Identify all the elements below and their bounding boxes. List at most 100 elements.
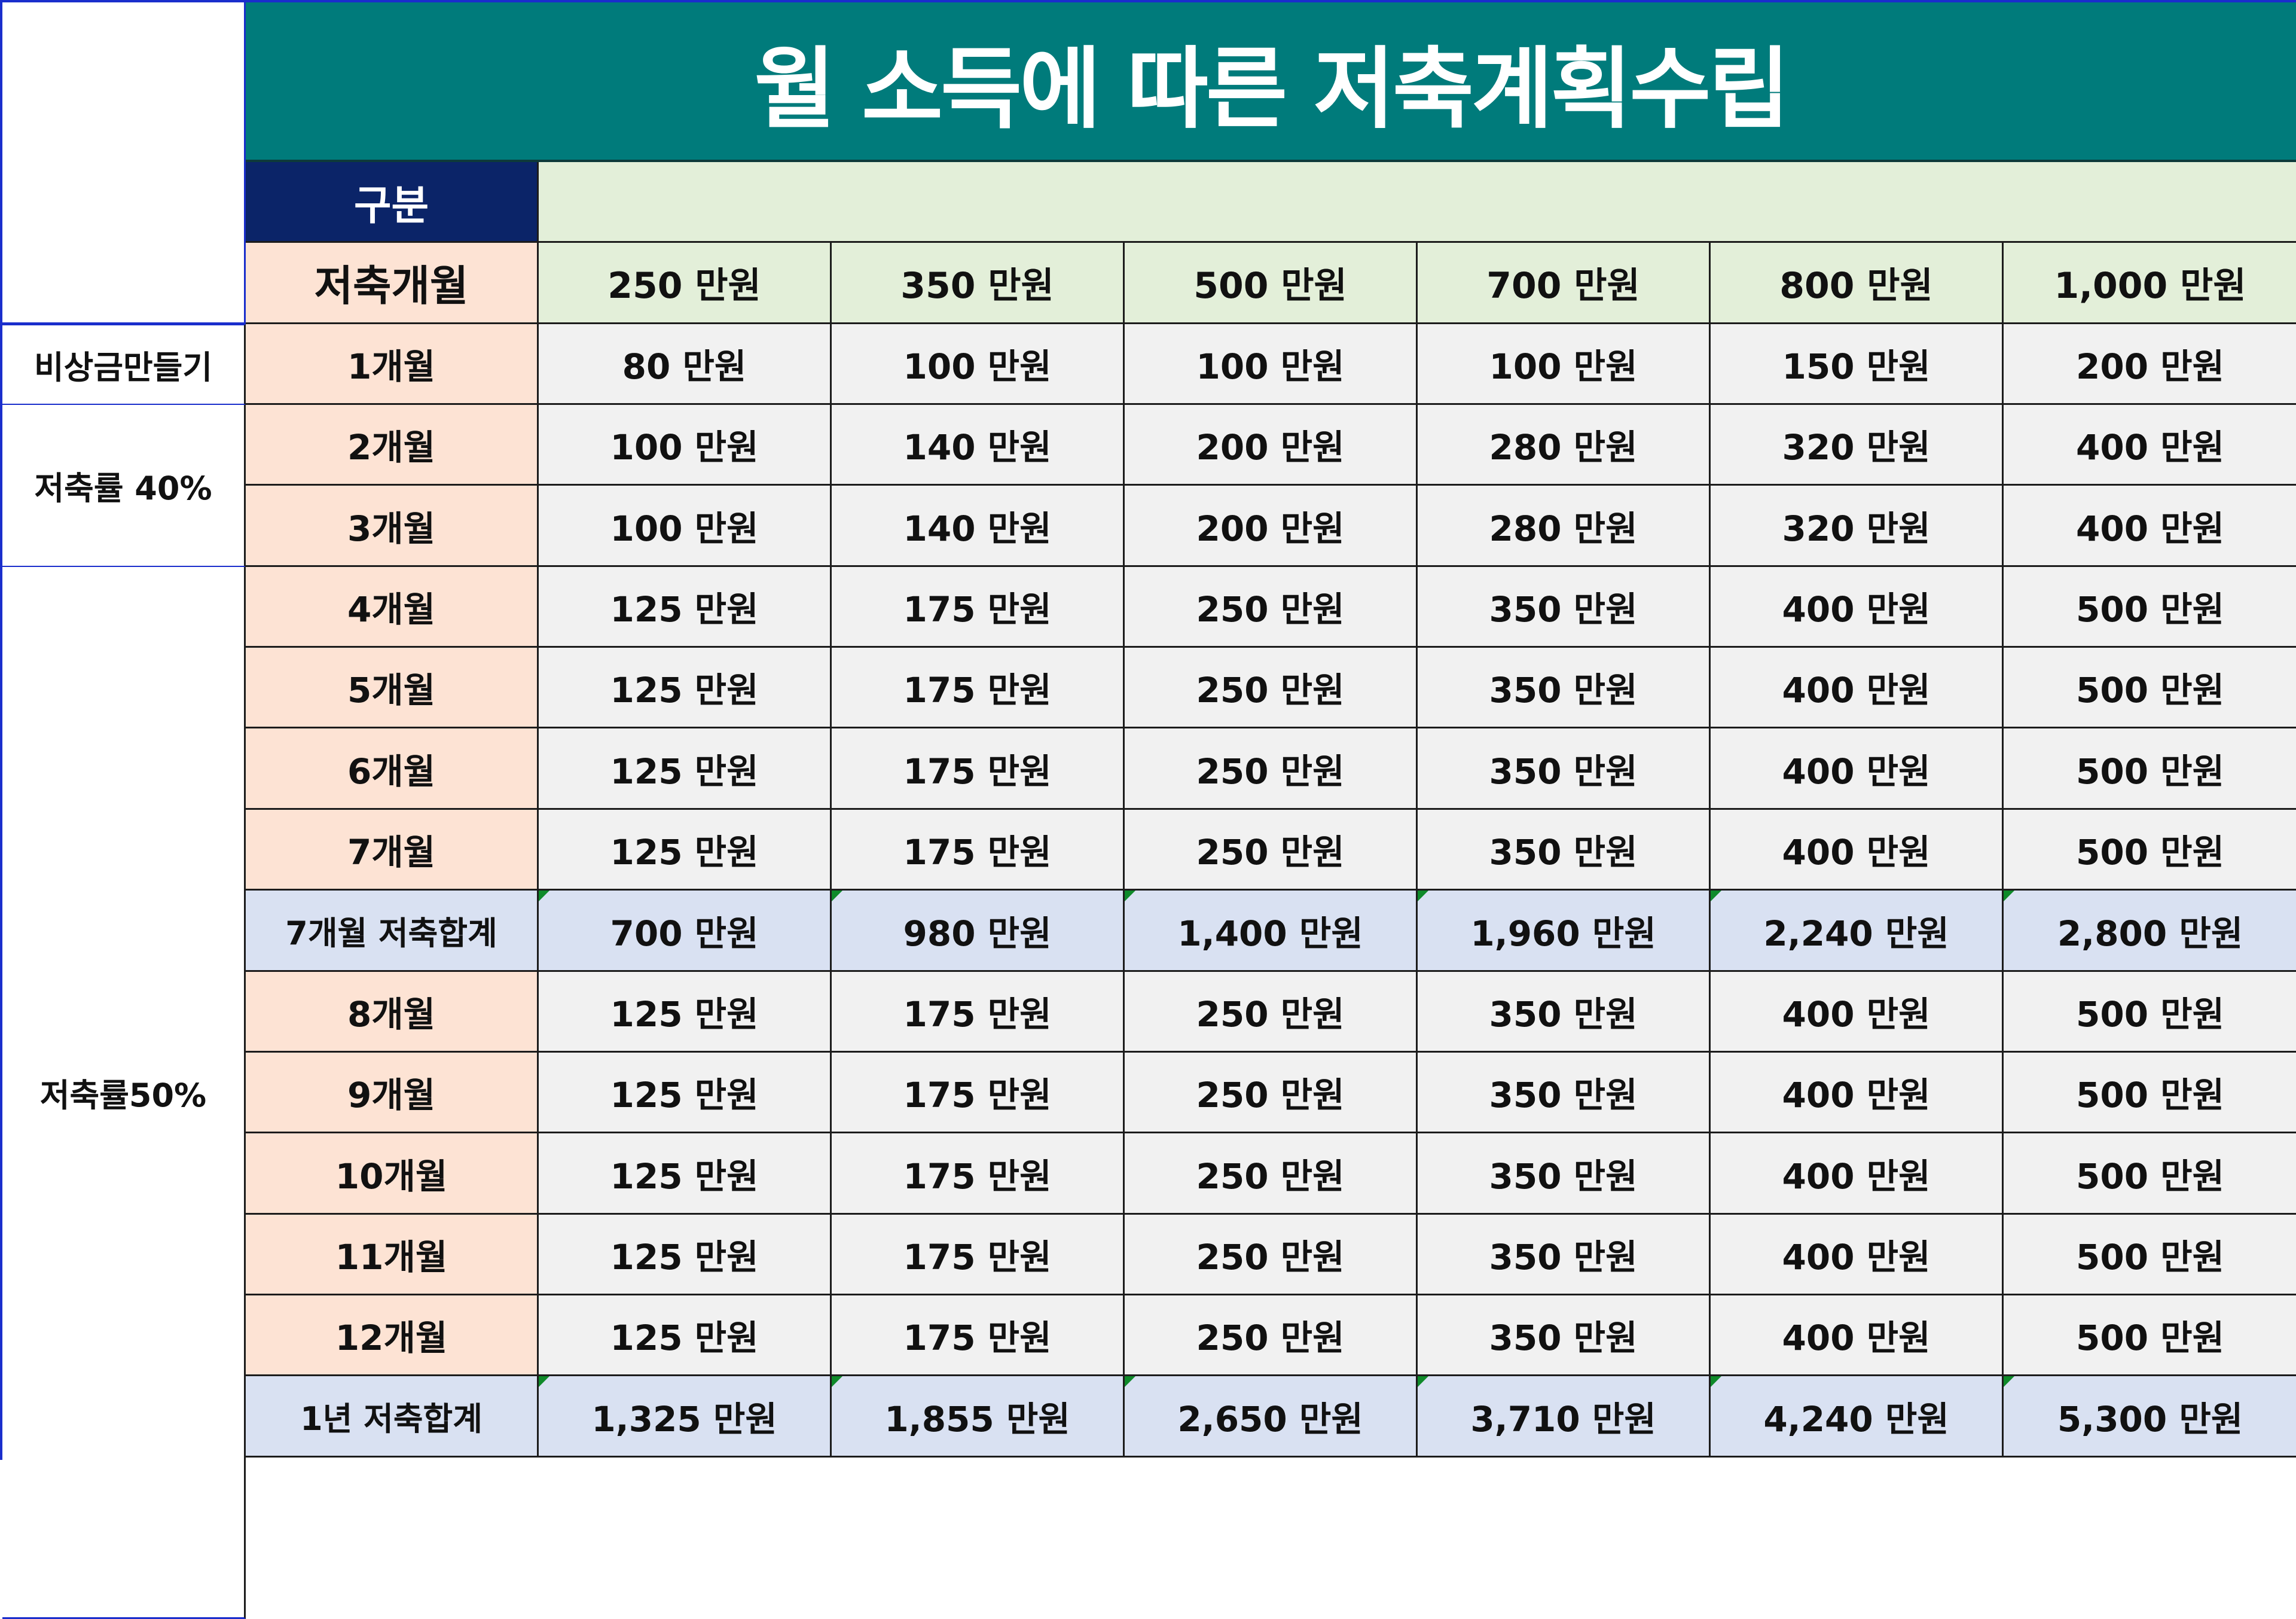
group-emergency-fund[interactable]: 비상금만들기	[2, 324, 246, 405]
value-cell[interactable]: 500 만원	[2004, 648, 2296, 728]
value-cell[interactable]: 125 만원	[539, 648, 832, 728]
value-cell[interactable]: 250 만원	[1125, 1133, 1418, 1215]
value-cell[interactable]: 125 만원	[539, 728, 832, 810]
value-cell[interactable]: 500 만원	[2004, 728, 2296, 810]
value-cell[interactable]: 500 만원	[2004, 567, 2296, 648]
month-label[interactable]: 6개월	[246, 728, 539, 810]
value-cell[interactable]: 125 만원	[539, 972, 832, 1053]
value-cell[interactable]: 200 만원	[1125, 486, 1418, 567]
month-label[interactable]: 4개월	[246, 567, 539, 648]
value-cell[interactable]: 175 만원	[832, 1133, 1125, 1215]
value-cell[interactable]: 350 만원	[1418, 1295, 1711, 1376]
sum-value-cell[interactable]: 5,300 만원	[2004, 1376, 2296, 1458]
value-cell[interactable]: 280 만원	[1418, 486, 1711, 567]
value-cell[interactable]: 175 만원	[832, 972, 1125, 1053]
value-cell[interactable]: 400 만원	[1711, 728, 2004, 810]
value-cell[interactable]: 175 만원	[832, 728, 1125, 810]
value-cell[interactable]: 100 만원	[832, 324, 1125, 405]
group-savings-rate-40[interactable]: 저축률 40%	[2, 405, 246, 567]
value-cell[interactable]: 250 만원	[1125, 1215, 1418, 1295]
value-cell[interactable]: 500 만원	[2004, 1053, 2296, 1133]
header-band[interactable]	[539, 162, 2296, 243]
value-cell[interactable]: 400 만원	[2004, 486, 2296, 567]
value-cell[interactable]: 400 만원	[1711, 1295, 2004, 1376]
month-label[interactable]: 10개월	[246, 1133, 539, 1215]
value-cell[interactable]: 250 만원	[1125, 1295, 1418, 1376]
value-cell[interactable]: 500 만원	[2004, 1295, 2296, 1376]
value-cell[interactable]: 250 만원	[1125, 648, 1418, 728]
value-cell[interactable]: 400 만원	[1711, 1133, 2004, 1215]
month-label[interactable]: 7개월	[246, 810, 539, 891]
sum-value-cell[interactable]: 3,710 만원	[1418, 1376, 1711, 1458]
value-cell[interactable]: 400 만원	[1711, 972, 2004, 1053]
value-cell[interactable]: 250 만원	[1125, 1053, 1418, 1133]
value-cell[interactable]: 350 만원	[1418, 1133, 1711, 1215]
month-label[interactable]: 2개월	[246, 405, 539, 486]
value-cell[interactable]: 150 만원	[1711, 324, 2004, 405]
income-header-700[interactable]: 700 만원	[1418, 243, 1711, 324]
value-cell[interactable]: 400 만원	[1711, 810, 2004, 891]
value-cell[interactable]: 250 만원	[1125, 810, 1418, 891]
month-label[interactable]: 9개월	[246, 1053, 539, 1133]
sum-value-cell[interactable]: 700 만원	[539, 891, 832, 972]
value-cell[interactable]: 175 만원	[832, 1295, 1125, 1376]
value-cell[interactable]: 250 만원	[1125, 728, 1418, 810]
income-header-250[interactable]: 250 만원	[539, 243, 832, 324]
value-cell[interactable]: 125 만원	[539, 1053, 832, 1133]
sum-value-cell[interactable]: 2,240 만원	[1711, 891, 2004, 972]
sum-value-cell[interactable]: 1,855 만원	[832, 1376, 1125, 1458]
value-cell[interactable]: 250 만원	[1125, 567, 1418, 648]
value-cell[interactable]: 320 만원	[1711, 405, 2004, 486]
value-cell[interactable]: 280 만원	[1418, 405, 1711, 486]
blank-corner-cell[interactable]	[2, 0, 246, 324]
value-cell[interactable]: 400 만원	[2004, 405, 2296, 486]
value-cell[interactable]: 350 만원	[1418, 810, 1711, 891]
sum-value-cell[interactable]: 1,325 만원	[539, 1376, 832, 1458]
value-cell[interactable]: 400 만원	[1711, 567, 2004, 648]
value-cell[interactable]: 100 만원	[539, 405, 832, 486]
value-cell[interactable]: 350 만원	[1418, 567, 1711, 648]
value-cell[interactable]: 140 만원	[832, 405, 1125, 486]
value-cell[interactable]: 250 만원	[1125, 972, 1418, 1053]
month-label[interactable]: 8개월	[246, 972, 539, 1053]
value-cell[interactable]: 350 만원	[1418, 972, 1711, 1053]
month-label[interactable]: 12개월	[246, 1295, 539, 1376]
sum-value-cell[interactable]: 2,650 만원	[1125, 1376, 1418, 1458]
value-cell[interactable]: 175 만원	[832, 567, 1125, 648]
income-header-350[interactable]: 350 만원	[832, 243, 1125, 324]
value-cell[interactable]: 125 만원	[539, 1295, 832, 1376]
value-cell[interactable]: 140 만원	[832, 486, 1125, 567]
value-cell[interactable]: 100 만원	[1125, 324, 1418, 405]
value-cell[interactable]: 400 만원	[1711, 1215, 2004, 1295]
sum-value-cell[interactable]: 1,960 만원	[1418, 891, 1711, 972]
value-cell[interactable]: 125 만원	[539, 810, 832, 891]
value-cell[interactable]: 320 만원	[1711, 486, 2004, 567]
value-cell[interactable]: 175 만원	[832, 810, 1125, 891]
month-label[interactable]: 5개월	[246, 648, 539, 728]
month-label[interactable]: 11개월	[246, 1215, 539, 1295]
income-header-800[interactable]: 800 만원	[1711, 243, 2004, 324]
month-label[interactable]: 1개월	[246, 324, 539, 405]
value-cell[interactable]: 200 만원	[2004, 324, 2296, 405]
month-label[interactable]: 3개월	[246, 486, 539, 567]
group-savings-rate-50[interactable]: 저축률50%	[2, 567, 246, 1619]
sum-value-cell[interactable]: 2,800 만원	[2004, 891, 2296, 972]
value-cell[interactable]: 350 만원	[1418, 728, 1711, 810]
value-cell[interactable]: 350 만원	[1418, 1053, 1711, 1133]
sum-row-label[interactable]: 1년 저축합계	[246, 1376, 539, 1458]
value-cell[interactable]: 500 만원	[2004, 810, 2296, 891]
sum-value-cell[interactable]: 4,240 만원	[1711, 1376, 2004, 1458]
value-cell[interactable]: 125 만원	[539, 1133, 832, 1215]
value-cell[interactable]: 100 만원	[1418, 324, 1711, 405]
value-cell[interactable]: 400 만원	[1711, 1053, 2004, 1133]
value-cell[interactable]: 100 만원	[539, 486, 832, 567]
value-cell[interactable]: 350 만원	[1418, 648, 1711, 728]
value-cell[interactable]: 350 만원	[1418, 1215, 1711, 1295]
value-cell[interactable]: 400 만원	[1711, 648, 2004, 728]
value-cell[interactable]: 200 만원	[1125, 405, 1418, 486]
value-cell[interactable]: 125 만원	[539, 567, 832, 648]
value-cell[interactable]: 175 만원	[832, 1053, 1125, 1133]
value-cell[interactable]: 125 만원	[539, 1215, 832, 1295]
value-cell[interactable]: 500 만원	[2004, 1215, 2296, 1295]
value-cell[interactable]: 175 만원	[832, 648, 1125, 728]
